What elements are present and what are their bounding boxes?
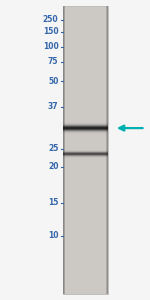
Bar bbox=[63, 6, 64, 294]
Bar bbox=[63, 6, 65, 294]
Text: 10: 10 bbox=[48, 231, 58, 240]
Text: 75: 75 bbox=[48, 57, 58, 66]
Text: 150: 150 bbox=[43, 27, 58, 36]
Bar bbox=[106, 6, 108, 294]
Bar bbox=[63, 6, 65, 294]
Text: 50: 50 bbox=[48, 76, 58, 85]
Bar bbox=[106, 6, 108, 294]
Bar bbox=[63, 6, 64, 294]
Bar bbox=[63, 6, 65, 294]
Bar bbox=[63, 6, 64, 294]
Bar bbox=[107, 6, 108, 294]
Bar bbox=[106, 6, 108, 294]
Bar bbox=[63, 6, 64, 294]
Bar bbox=[107, 6, 108, 294]
Text: 25: 25 bbox=[48, 144, 58, 153]
Bar bbox=[106, 6, 108, 294]
Bar bbox=[63, 6, 108, 294]
Bar bbox=[107, 6, 108, 294]
Text: 37: 37 bbox=[48, 102, 58, 111]
Bar bbox=[63, 6, 64, 294]
Bar bbox=[63, 6, 65, 294]
Bar bbox=[106, 6, 108, 294]
Text: 15: 15 bbox=[48, 198, 58, 207]
Bar bbox=[107, 6, 108, 294]
Bar bbox=[63, 6, 65, 294]
Bar bbox=[63, 6, 64, 294]
Text: 20: 20 bbox=[48, 162, 58, 171]
Text: 250: 250 bbox=[43, 15, 58, 24]
Bar bbox=[107, 6, 108, 294]
Bar bbox=[63, 6, 64, 294]
Bar bbox=[107, 6, 108, 294]
Bar bbox=[106, 6, 108, 294]
Text: 100: 100 bbox=[43, 42, 58, 51]
